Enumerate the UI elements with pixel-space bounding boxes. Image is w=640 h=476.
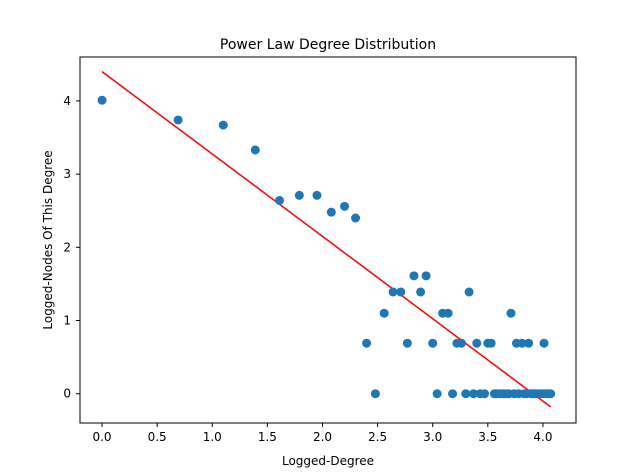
- axes-frame: [79, 56, 577, 424]
- scatter-point: [448, 389, 458, 399]
- chart-title: Power Law Degree Distribution: [220, 37, 436, 53]
- scatter-point: [480, 389, 490, 399]
- scatter-point: [468, 389, 478, 399]
- scatter-point: [409, 271, 419, 281]
- scatter-point: [218, 120, 228, 130]
- y-axis-ticks: 0 1 2 3 4: [63, 94, 80, 401]
- x-tick-label: 1.0: [203, 430, 222, 444]
- scatter-point: [250, 145, 260, 155]
- scatter-point: [517, 338, 527, 348]
- scatter-point: [486, 338, 496, 348]
- scatter-point: [370, 389, 380, 399]
- x-tick-label: 3.5: [478, 430, 497, 444]
- x-tick-label: 0.0: [92, 430, 111, 444]
- scatter-point: [402, 338, 412, 348]
- y-tick-label: 1: [63, 314, 71, 328]
- scatter-point: [312, 190, 322, 200]
- fit-line: [101, 71, 552, 408]
- x-tick-label: 1.5: [258, 430, 277, 444]
- scatter-point: [379, 308, 389, 318]
- scatter-point: [524, 338, 534, 348]
- x-tick-label: 0.5: [148, 430, 167, 444]
- scatter-point: [340, 201, 350, 211]
- scatter-point: [416, 287, 426, 297]
- x-tick-label: 4.0: [533, 430, 552, 444]
- scatter-point: [275, 195, 285, 205]
- scatter-point: [421, 271, 431, 281]
- y-tick-label: 4: [63, 94, 71, 108]
- scatter-points-layer: [97, 95, 556, 399]
- scatter-point: [173, 115, 183, 125]
- y-axis-label: Logged-Nodes Of This Degree: [41, 150, 55, 329]
- y-tick-label: 3: [63, 167, 71, 181]
- scatter-point: [546, 389, 556, 399]
- x-tick-label: 2.5: [368, 430, 387, 444]
- fit-line-layer: [101, 71, 552, 408]
- scatter-point: [428, 338, 438, 348]
- x-tick-label: 2.0: [313, 430, 332, 444]
- scatter-point: [539, 338, 549, 348]
- scatter-point: [443, 308, 453, 318]
- x-axis-ticks: 0.0 0.5 1.0 1.5 2.0 2.5 3.0 3.5 4.0: [92, 423, 552, 444]
- scatter-point: [388, 287, 398, 297]
- scatter-point: [97, 95, 107, 105]
- scatter-point: [396, 287, 406, 297]
- scatter-point: [472, 338, 482, 348]
- scatter-point: [464, 287, 474, 297]
- scatter-point: [432, 389, 442, 399]
- x-axis-label: Logged-Degree: [282, 454, 374, 468]
- scatter-point: [461, 389, 471, 399]
- scatter-point: [326, 207, 336, 217]
- y-tick-label: 2: [63, 240, 71, 254]
- scatter-point: [456, 338, 466, 348]
- scatter-point: [362, 338, 372, 348]
- scatter-point: [294, 190, 304, 200]
- scatter-point: [351, 213, 361, 223]
- plot-area: [79, 56, 577, 424]
- x-tick-label: 3.0: [423, 430, 442, 444]
- y-tick-label: 0: [63, 387, 71, 401]
- scatter-point: [506, 308, 516, 318]
